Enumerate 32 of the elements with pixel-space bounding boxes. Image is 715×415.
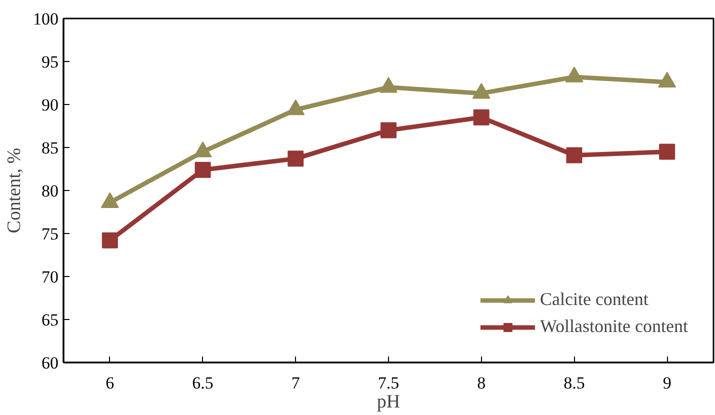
y-tick-label: 85 bbox=[42, 138, 58, 158]
x-tick-label: 8.5 bbox=[564, 374, 585, 392]
point bbox=[286, 99, 305, 116]
y-tick-label: 60 bbox=[42, 354, 58, 372]
point bbox=[473, 109, 490, 126]
x-tick-label: 7.5 bbox=[378, 374, 400, 392]
y-tick-label: 80 bbox=[42, 182, 58, 200]
x-tick-label: 9 bbox=[662, 374, 672, 392]
point bbox=[565, 66, 584, 82]
point bbox=[658, 72, 676, 88]
point bbox=[566, 147, 582, 164]
x-tick-label: 7 bbox=[291, 374, 300, 392]
y-tick-label: 70 bbox=[42, 268, 58, 286]
y-tick-label: 65 bbox=[42, 310, 58, 330]
point bbox=[380, 122, 396, 138]
point bbox=[194, 162, 211, 178]
x-tick-label: 6 bbox=[106, 374, 114, 392]
point bbox=[380, 76, 398, 93]
legend-label: Wollastonite content bbox=[540, 316, 688, 337]
point bbox=[288, 150, 304, 167]
y-tick-label: 75 bbox=[42, 224, 58, 244]
point bbox=[659, 144, 676, 160]
point bbox=[102, 232, 118, 248]
y-axis-title: Content, % bbox=[4, 148, 25, 234]
legend-label: Calcite content bbox=[540, 289, 648, 310]
x-tick-label: 8 bbox=[477, 374, 486, 392]
y-tick-label: 100 bbox=[33, 10, 58, 28]
y-tick-label: 95 bbox=[42, 52, 58, 72]
x-tick-label: 6.5 bbox=[192, 374, 214, 392]
point bbox=[472, 83, 490, 99]
x-axis-title: pH bbox=[376, 392, 400, 412]
y-tick-label: 90 bbox=[42, 96, 58, 114]
